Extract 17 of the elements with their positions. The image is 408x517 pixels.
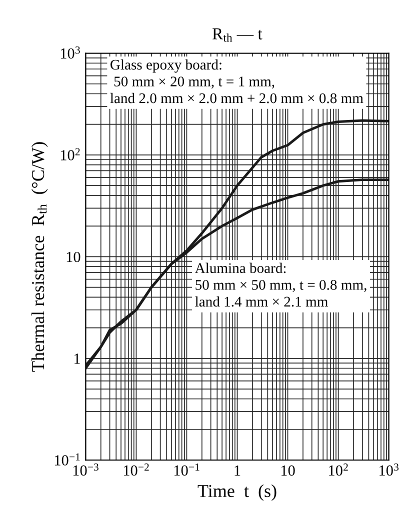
x-tick-label: 10 bbox=[281, 465, 295, 476]
annotation: Glass epoxy board: 50 mm × 20 mm, t = 1 mm, land 2.0 mm × 2.0 mm + 2.0 mm × 0.8 mm bbox=[110, 59, 364, 104]
x-tick-label: 1 bbox=[234, 466, 240, 476]
x-tick-label: 10$^{3}$ bbox=[380, 464, 399, 476]
x-tick-label: 10$^{−1}$ bbox=[174, 464, 200, 476]
y-tick-label: 1 bbox=[74, 354, 80, 364]
x-tick-label: 10$^{−2}$ bbox=[124, 464, 149, 476]
x-axis-title: Time t (s) bbox=[198, 484, 276, 501]
y-tick-label: 10$^{2}$ bbox=[60, 148, 80, 160]
y-axis-title: Thermal resistance R$_{th}$ (°C/W) bbox=[31, 142, 48, 372]
x-tick-label: 10$^{2}$ bbox=[329, 464, 348, 476]
chart-title: R$_{th}$ — t bbox=[212, 28, 262, 42]
y-tick-label: 10$^{3}$ bbox=[60, 46, 80, 59]
y-tick-label: 10 bbox=[66, 252, 80, 262]
annotation: Alumina board: 50 mm × 50 mm, t = 0.8 mm, land 1.4 mm × 2.1 mm bbox=[194, 262, 366, 307]
y-tick-label: 10$^{−1}$ bbox=[54, 453, 80, 466]
x-tick-label: 10$^{−3}$ bbox=[73, 464, 98, 476]
